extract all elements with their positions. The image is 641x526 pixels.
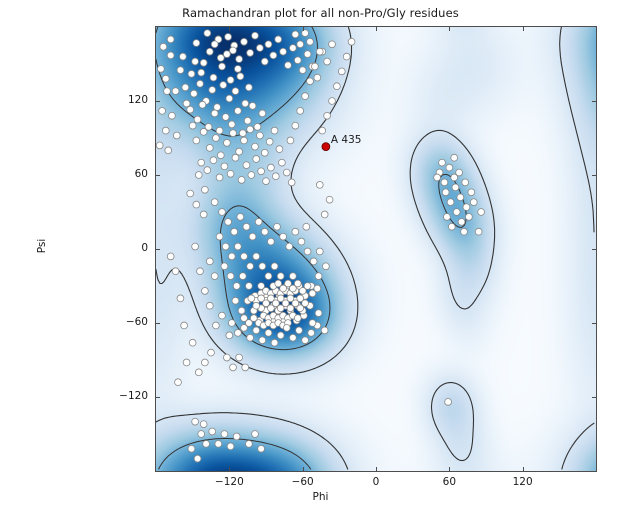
x-axis-label: Phi <box>312 491 329 503</box>
x-tick-mark <box>229 467 231 471</box>
y-tick-mark <box>592 323 596 324</box>
x-tick-mark <box>376 27 377 31</box>
x-tick-mark <box>522 27 524 31</box>
y-tick-mark <box>592 397 596 398</box>
y-tick-mark <box>156 175 160 176</box>
y-tick-label: 120 <box>127 94 148 106</box>
x-tick-mark <box>302 27 304 31</box>
y-tick-label: −60 <box>125 316 148 328</box>
page-title: Ramachandran plot for all non-Pro/Gly re… <box>182 6 459 20</box>
x-tick-mark <box>229 27 231 31</box>
y-axis-label: Psi <box>36 238 48 254</box>
y-tick-label: −120 <box>119 390 148 402</box>
x-tick-label: −120 <box>214 476 244 488</box>
x-tick-mark <box>449 467 451 471</box>
plot-axes <box>155 26 597 472</box>
y-tick-mark <box>156 101 160 102</box>
x-tick-mark <box>376 467 377 471</box>
y-tick-mark <box>592 249 596 250</box>
x-tick-label: 120 <box>512 476 533 488</box>
x-tick-label: 0 <box>372 476 380 488</box>
density-heatmap <box>156 27 596 471</box>
x-tick-mark <box>522 467 524 471</box>
y-tick-label: 0 <box>141 242 148 254</box>
y-tick-mark <box>156 323 160 324</box>
y-tick-mark <box>592 101 596 102</box>
x-tick-mark <box>302 467 304 471</box>
y-tick-label: 60 <box>134 168 148 180</box>
residue-annotation-label: A 435 <box>330 133 362 146</box>
y-tick-mark <box>592 175 596 176</box>
x-tick-mark <box>449 27 451 31</box>
x-tick-label: 60 <box>442 476 457 488</box>
y-tick-mark <box>156 397 160 398</box>
y-tick-mark <box>156 249 160 250</box>
x-tick-label: −60 <box>291 476 314 488</box>
